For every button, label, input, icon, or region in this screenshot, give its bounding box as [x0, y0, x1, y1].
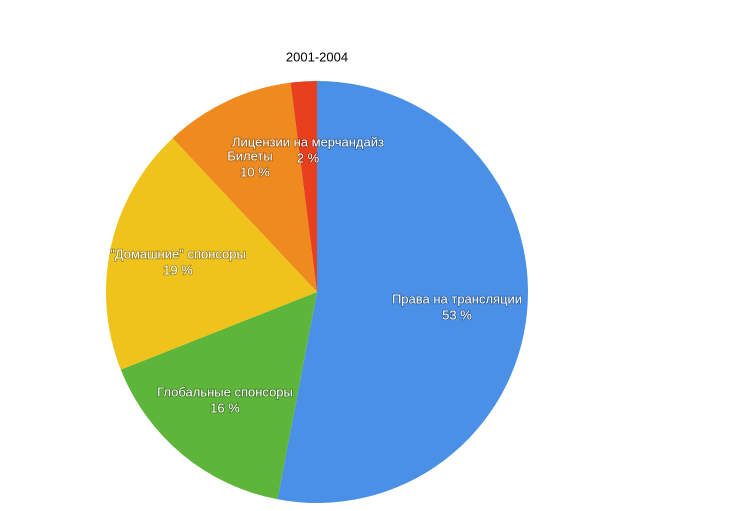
- slice-label: Лицензии на мерчандайз: [232, 134, 384, 149]
- slice-value-label: 2 %: [297, 150, 320, 165]
- pie-slice: [120, 292, 317, 500]
- chart-title: 2001-2004: [286, 49, 348, 64]
- slice-value-label: 10 %: [240, 164, 270, 179]
- pie-slice: [290, 81, 317, 292]
- slice-label: Глобальные спонсоры: [157, 384, 293, 399]
- pie-slice: [172, 82, 317, 293]
- slice-label: Билеты: [227, 148, 272, 163]
- slice-value-label: 16 %: [210, 400, 240, 415]
- slice-label: "Домашние" спонсоры: [110, 246, 246, 261]
- slice-value-label: 19 %: [163, 262, 193, 277]
- pie-slice: [106, 138, 317, 370]
- pie-slice: [277, 81, 529, 503]
- slice-value-label: 53 %: [442, 307, 472, 322]
- slice-label: Права на трансляции: [392, 291, 522, 306]
